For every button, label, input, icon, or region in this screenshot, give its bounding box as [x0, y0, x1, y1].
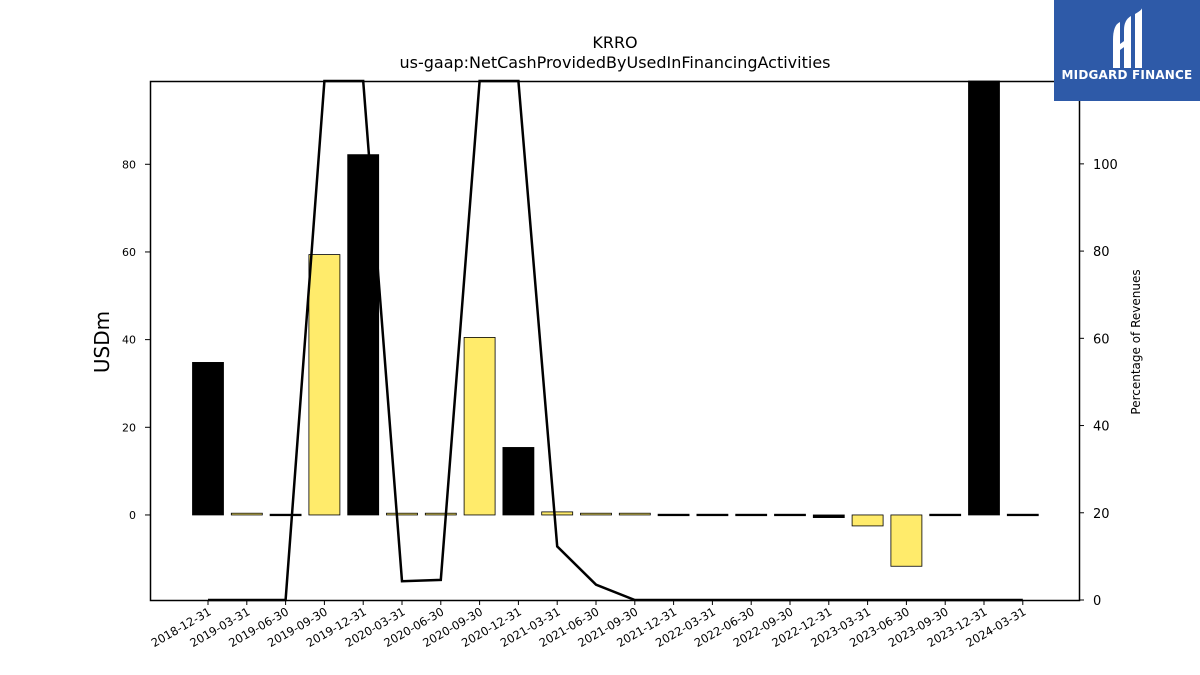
y2-tick-label: 20	[1093, 507, 1110, 522]
y2-tick-label: 100	[1093, 158, 1118, 173]
y-tick-label: 60	[122, 246, 136, 259]
bar-2023-06-30	[890, 514, 923, 567]
bar-series	[192, 80, 1039, 567]
y-tick-label: 0	[129, 509, 136, 522]
bar-2020-09-30	[463, 337, 496, 516]
bar-2022-03-31	[696, 513, 729, 517]
y-tick-label: 40	[122, 334, 136, 347]
bar-2022-12-31	[812, 514, 845, 518]
y-tick-label: 20	[122, 421, 136, 434]
bar-2021-03-31	[541, 511, 574, 516]
bar-2021-06-30	[580, 512, 612, 516]
y2-tick-label: 0	[1093, 594, 1101, 609]
y-tick-label: 80	[122, 158, 136, 171]
bar-2024-03-31	[1006, 513, 1039, 517]
y2-tick-label: 80	[1093, 245, 1110, 260]
bar-2022-06-30	[735, 513, 768, 517]
bar-2019-06-30	[269, 513, 302, 517]
bar-2021-12-31	[657, 513, 690, 517]
chart-title: KRRO	[592, 33, 637, 52]
chart-subtitle: us-gaap:NetCashProvidedByUsedInFinancing…	[399, 53, 830, 72]
bar-2021-09-30	[618, 512, 651, 516]
bar-2019-03-31	[230, 512, 263, 516]
y2-tick-label: 40	[1093, 420, 1110, 435]
bar-2023-12-31	[968, 80, 1000, 516]
logo-mark-icon	[1113, 8, 1142, 68]
bar-2020-12-31	[502, 447, 535, 516]
bar-2019-09-30	[308, 254, 341, 516]
logo-text: MIDGARD FINANCE	[1061, 68, 1193, 82]
bar-2023-09-30	[929, 513, 962, 517]
bar-2020-06-30	[424, 512, 457, 516]
bar-2023-03-31	[851, 514, 884, 527]
bar-2022-09-30	[774, 513, 806, 517]
bar-2018-12-31	[192, 362, 224, 516]
bar-2020-03-31	[386, 512, 418, 516]
y2-tick-label: 60	[1093, 332, 1110, 347]
y2-axis-label: Percentage of Revenues	[1129, 269, 1143, 414]
plot-frame	[149, 80, 1081, 602]
midgard-finance-logo: MIDGARD FINANCE	[1054, 0, 1200, 101]
y-axis-label: USDm	[90, 311, 114, 373]
